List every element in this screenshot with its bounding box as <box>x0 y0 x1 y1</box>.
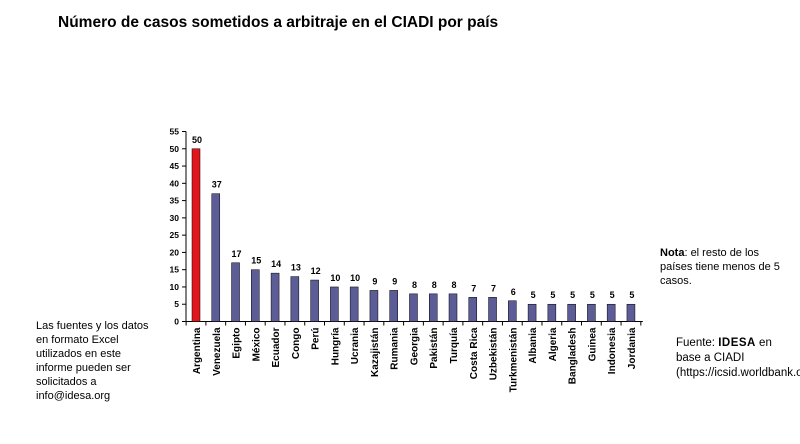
data-request-note: Las fuentes y los datos en formato Excel… <box>36 320 149 402</box>
chart-labels: 051015202530354045505550Argentina37Venez… <box>170 127 638 393</box>
x-tick-label: Georgia <box>409 327 420 365</box>
x-tick-label: Bangladesh <box>568 328 579 385</box>
x-tick-label: Pakistán <box>429 328 440 369</box>
bar <box>606 303 616 322</box>
data-label: 10 <box>350 273 360 283</box>
bar <box>567 303 576 322</box>
x-tick-label: Jordania <box>627 327 638 369</box>
chart-bars <box>191 148 636 322</box>
bar <box>488 297 497 322</box>
x-tick-label: Ecuador <box>271 327 282 367</box>
bar <box>349 286 359 322</box>
x-tick-label: Hungría <box>330 327 341 365</box>
source-text: Fuente: IDESA en base a CIADI (https://i… <box>676 336 800 381</box>
data-label: 14 <box>271 259 281 269</box>
data-label: 9 <box>392 276 397 286</box>
data-label: 6 <box>511 287 516 297</box>
x-tick-label: Algeria <box>548 327 559 361</box>
bar <box>587 303 596 322</box>
y-tick-label: 15 <box>170 265 180 275</box>
bar <box>290 276 300 322</box>
data-label: 15 <box>251 256 261 266</box>
y-tick-label: 40 <box>170 178 180 188</box>
y-tick-label: 0 <box>174 317 179 327</box>
bar <box>409 293 418 322</box>
x-tick-label: Guinea <box>587 327 598 361</box>
x-tick-label: Perú <box>311 328 322 350</box>
x-tick-label: Rumania <box>390 327 401 370</box>
y-tick-label: 55 <box>170 127 180 137</box>
source-prefix: Fuente: <box>676 337 719 349</box>
data-label: 50 <box>192 135 202 145</box>
y-tick-label: 50 <box>170 144 180 154</box>
data-label: 37 <box>212 180 222 190</box>
x-tick-label: Costa Rica <box>469 327 480 379</box>
bar <box>330 286 339 322</box>
x-tick-label: Ucrania <box>350 327 361 364</box>
x-tick-label: México <box>251 328 262 362</box>
note-text: Nota: el resto de los países tiene menos… <box>660 246 785 288</box>
bar <box>310 279 319 322</box>
bar <box>508 300 517 322</box>
bar <box>428 293 438 322</box>
x-tick-label: Kazajistán <box>370 328 381 377</box>
x-tick-label: Turquía <box>449 327 460 363</box>
data-label: 5 <box>550 290 555 300</box>
x-tick-label: Congo <box>291 328 302 360</box>
y-tick-label: 20 <box>170 247 180 257</box>
bar <box>626 303 636 322</box>
note-body: : el resto de los países tiene menos de … <box>660 247 780 287</box>
data-label: 8 <box>412 280 417 290</box>
bar <box>448 293 458 322</box>
chart-title: Número de casos sometidos a arbitraje en… <box>58 14 499 31</box>
data-label: 7 <box>491 283 496 293</box>
x-tick-label: Albania <box>528 327 539 364</box>
x-tick-label: Argentina <box>192 327 203 374</box>
y-tick-label: 25 <box>170 230 180 240</box>
x-tick-label: Turkmenistán <box>508 328 519 393</box>
y-tick-label: 30 <box>170 213 180 223</box>
source-suffix: en base a CIADI (https://icsid.worldbank… <box>676 337 800 379</box>
bar <box>547 303 557 322</box>
bar <box>369 290 379 322</box>
x-tick-label: Uzbekistán <box>489 328 500 381</box>
data-label: 5 <box>531 290 536 300</box>
data-label: 7 <box>471 283 476 293</box>
data-label: 10 <box>330 273 340 283</box>
y-tick-label: 35 <box>170 196 180 206</box>
bar <box>211 193 221 322</box>
x-tick-label: Venezuela <box>212 327 223 376</box>
data-label: 13 <box>291 263 301 273</box>
x-tick-label: Egipto <box>232 328 243 359</box>
data-label: 8 <box>432 280 437 290</box>
source-brand: IDESA <box>718 337 756 349</box>
bar <box>527 303 537 322</box>
bar <box>270 272 280 322</box>
bar <box>468 297 478 322</box>
bar <box>231 262 240 322</box>
bar <box>389 290 398 322</box>
data-label: 17 <box>232 249 242 259</box>
data-label: 5 <box>590 290 595 300</box>
data-label: 5 <box>610 290 615 300</box>
bar <box>191 148 201 322</box>
data-label: 12 <box>311 266 321 276</box>
data-label: 5 <box>570 290 575 300</box>
data-label: 8 <box>452 280 457 290</box>
data-label: 9 <box>372 276 377 286</box>
y-tick-label: 45 <box>170 161 180 171</box>
y-tick-label: 10 <box>170 282 180 292</box>
bar <box>251 269 260 322</box>
note-label: Nota <box>660 247 685 259</box>
y-tick-label: 5 <box>174 299 179 309</box>
x-tick-label: Indonesia <box>607 327 618 374</box>
data-label: 5 <box>629 290 634 300</box>
